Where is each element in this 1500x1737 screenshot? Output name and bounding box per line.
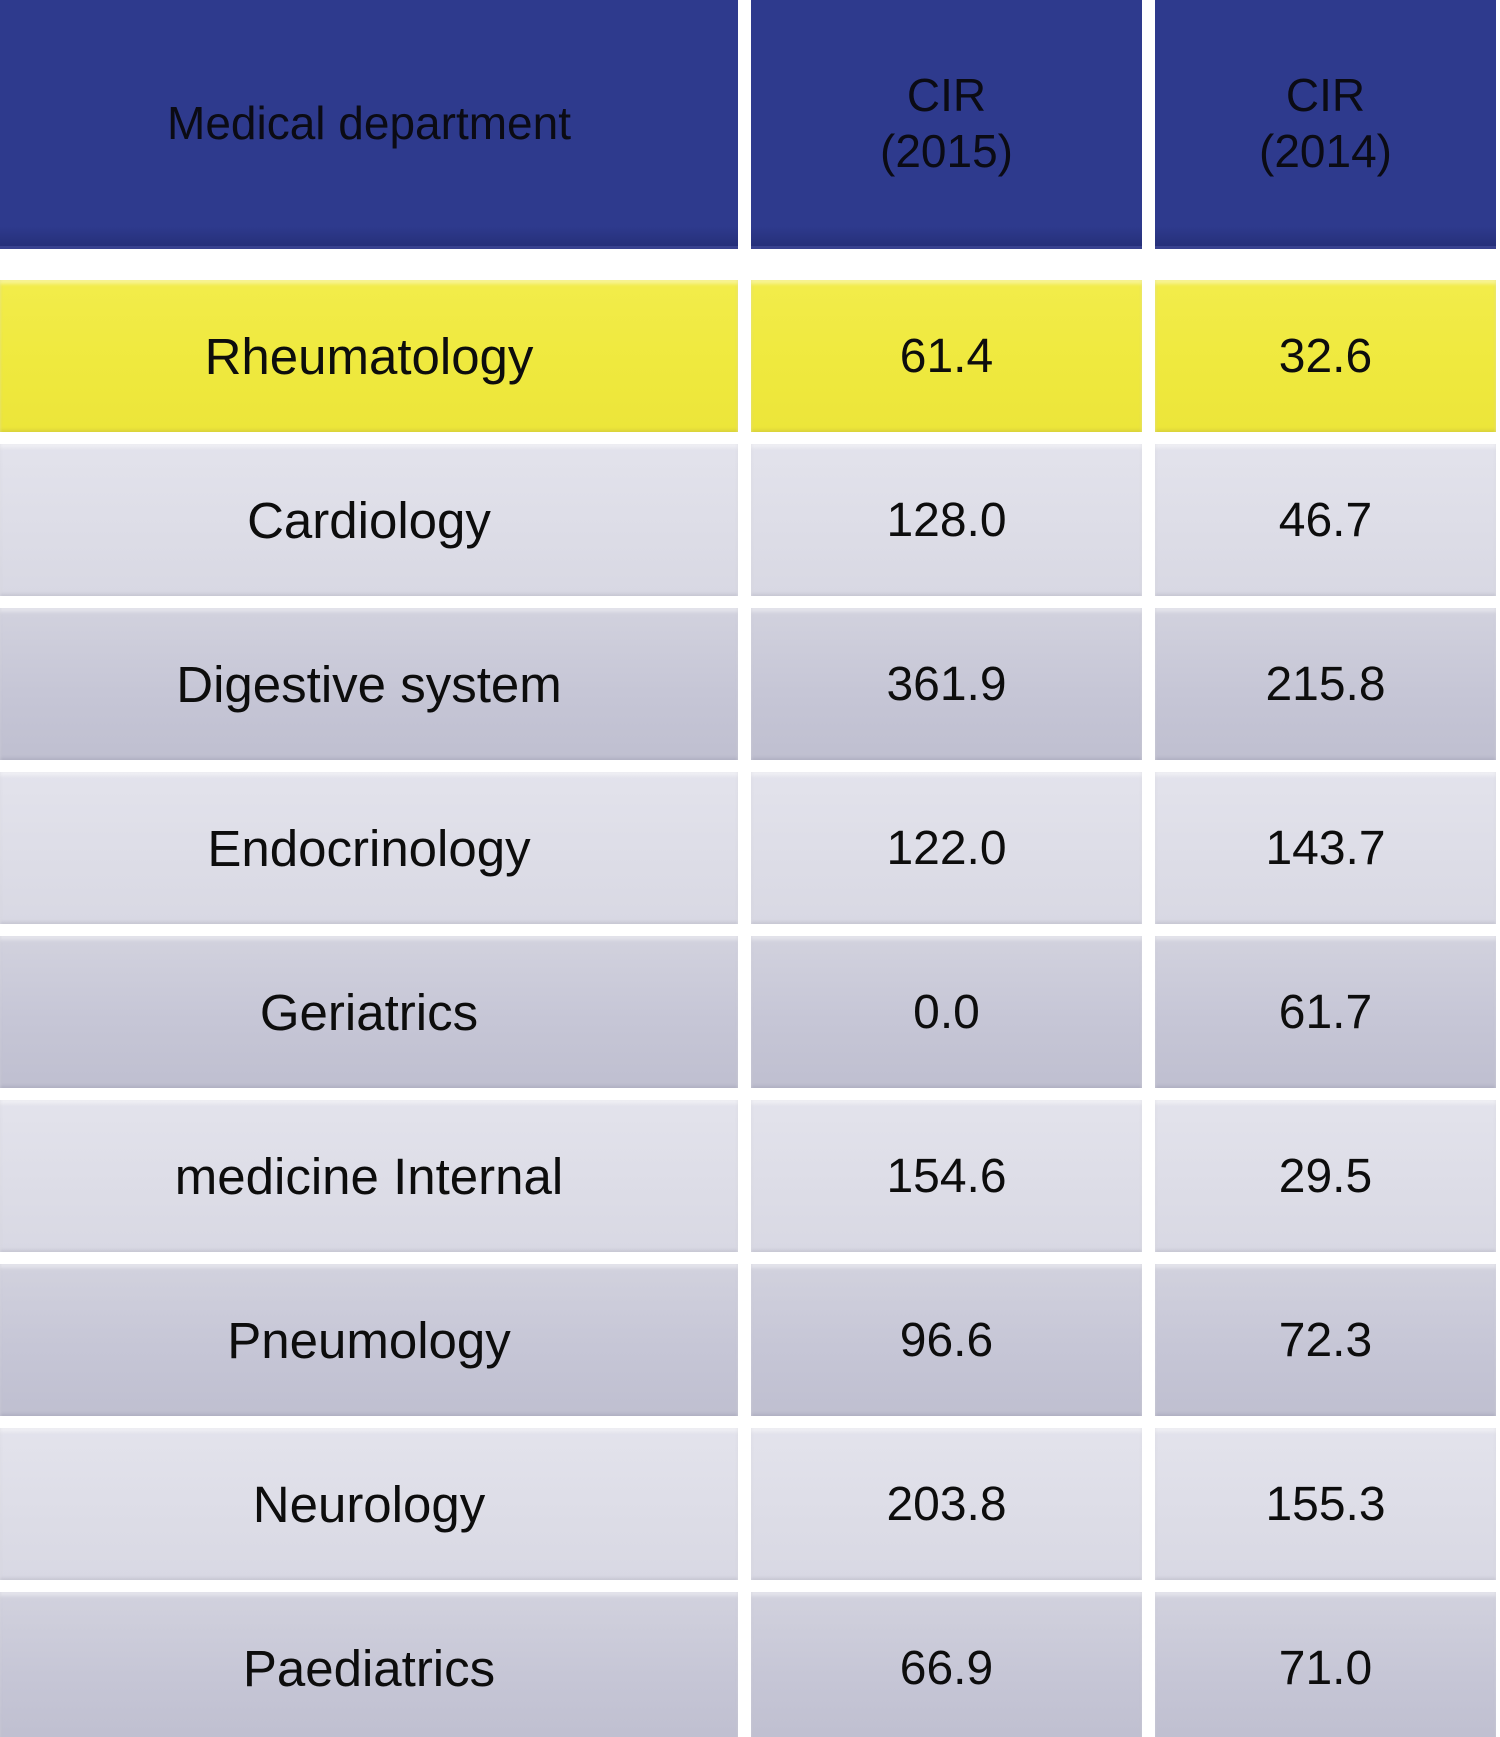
table-row: Endocrinology 122.0 143.7 <box>0 772 1496 924</box>
header-cir-2014-line2: (2014) <box>1259 125 1392 177</box>
table-header-row: Medical department CIR (2015) CIR (2014) <box>0 0 1496 249</box>
cir-2014-cell: 71.0 <box>1155 1592 1496 1737</box>
cir-2015-cell: 0.0 <box>751 936 1142 1088</box>
header-medical-department-label: Medical department <box>167 96 571 149</box>
department-cell: medicine Internal <box>0 1100 738 1252</box>
table-row: Neurology 203.8 155.3 <box>0 1428 1496 1580</box>
cir-2015-cell: 66.9 <box>751 1592 1142 1737</box>
department-cell: Paediatrics <box>0 1592 738 1737</box>
cir-2014-cell: 143.7 <box>1155 772 1496 924</box>
cir-2015-cell: 128.0 <box>751 444 1142 596</box>
cir-2015-cell: 154.6 <box>751 1100 1142 1252</box>
cir-2014-cell: 215.8 <box>1155 608 1496 760</box>
header-cir-2015-line2: (2015) <box>880 125 1013 177</box>
table-row: Paediatrics 66.9 71.0 <box>0 1592 1496 1737</box>
header-cell-medical-department: Medical department <box>0 0 738 249</box>
header-cell-cir-2015: CIR (2015) <box>751 0 1142 249</box>
table-row: Geriatrics 0.0 61.7 <box>0 936 1496 1088</box>
cir-2014-cell: 32.6 <box>1155 280 1496 432</box>
department-cell: Cardiology <box>0 444 738 596</box>
table-row: medicine Internal 154.6 29.5 <box>0 1100 1496 1252</box>
table-row: Pneumology 96.6 72.3 <box>0 1264 1496 1416</box>
table-body: Rheumatology 61.4 32.6 Cardiology 128.0 … <box>0 280 1496 1737</box>
department-cell: Neurology <box>0 1428 738 1580</box>
table-row: Digestive system 361.9 215.8 <box>0 608 1496 760</box>
table-row: Cardiology 128.0 46.7 <box>0 444 1496 596</box>
table-row: Rheumatology 61.4 32.6 <box>0 280 1496 432</box>
header-cell-cir-2014: CIR (2014) <box>1155 0 1496 249</box>
cir-2015-cell: 61.4 <box>751 280 1142 432</box>
cir-2015-cell: 361.9 <box>751 608 1142 760</box>
department-cell: Geriatrics <box>0 936 738 1088</box>
cir-2015-cell: 96.6 <box>751 1264 1142 1416</box>
department-cell: Digestive system <box>0 608 738 760</box>
cir-2015-cell: 203.8 <box>751 1428 1142 1580</box>
department-cell: Pneumology <box>0 1264 738 1416</box>
department-cell: Rheumatology <box>0 280 738 432</box>
cir-2014-cell: 61.7 <box>1155 936 1496 1088</box>
cir-2014-cell: 29.5 <box>1155 1100 1496 1252</box>
cir-2014-cell: 72.3 <box>1155 1264 1496 1416</box>
header-cir-2014-line1: CIR <box>1285 68 1366 121</box>
cir-2014-cell: 46.7 <box>1155 444 1496 596</box>
cir-2014-cell: 155.3 <box>1155 1428 1496 1580</box>
department-cell: Endocrinology <box>0 772 738 924</box>
header-cir-2015-line1: CIR <box>906 68 987 121</box>
cir-2015-cell: 122.0 <box>751 772 1142 924</box>
